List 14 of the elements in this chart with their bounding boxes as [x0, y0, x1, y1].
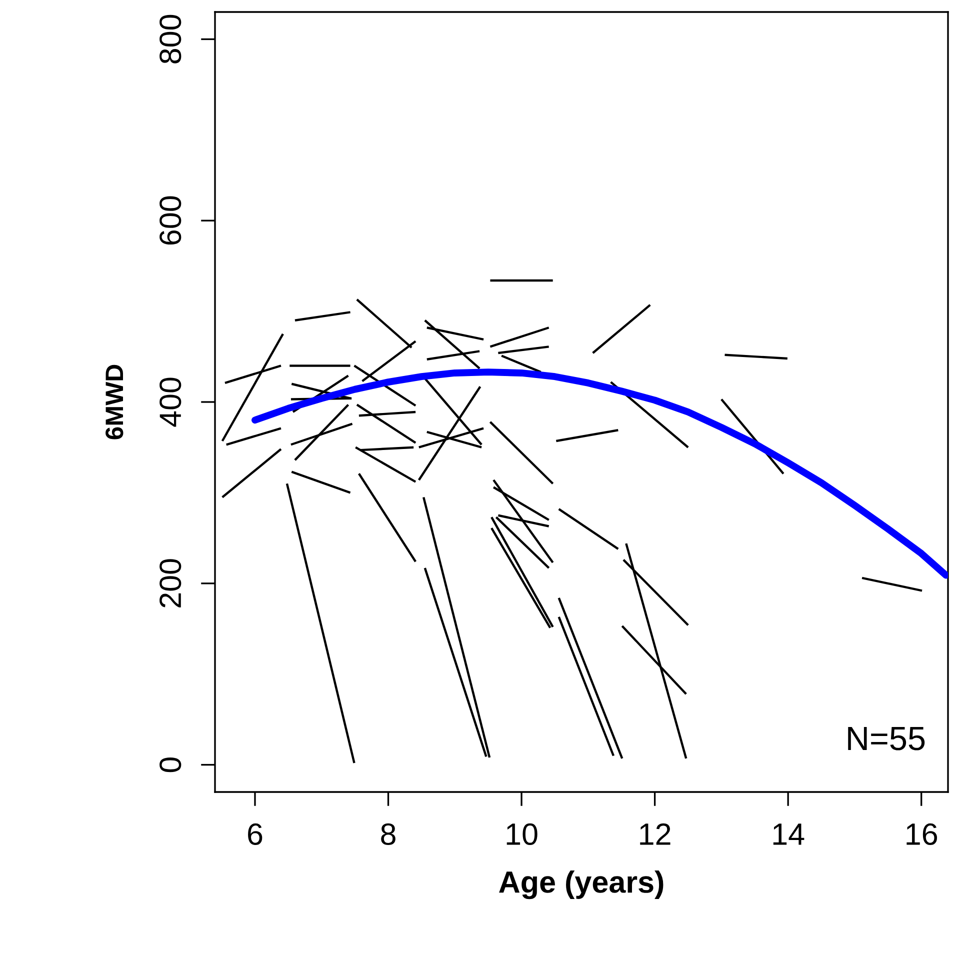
x-tick-label: 14: [773, 824, 804, 845]
y-axis-title: 6MWD: [106, 364, 124, 440]
x-axis-title: Age (years): [499, 870, 664, 900]
y-tick-label: 0: [160, 757, 182, 772]
x-tick-label: 12: [640, 823, 670, 845]
y-tick-label: 200: [160, 559, 182, 608]
y-tick-label: 400: [160, 378, 182, 427]
x-tick-label: 16: [906, 823, 937, 845]
y-tick-label: 800: [160, 14, 182, 64]
x-tick-label: 8: [381, 823, 396, 845]
annotation: N=55: [848, 727, 925, 750]
x-tick-label: 10: [506, 823, 538, 845]
y-tick-label: 600: [160, 196, 182, 245]
x-tick-label: 6: [248, 823, 262, 845]
